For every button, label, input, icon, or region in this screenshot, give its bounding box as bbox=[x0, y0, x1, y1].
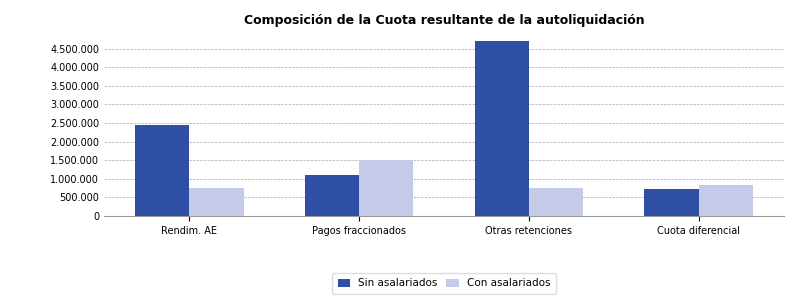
Bar bbox=[305, 175, 359, 216]
Title: Composición de la Cuota resultante de la autoliquidación: Composición de la Cuota resultante de la… bbox=[244, 14, 644, 27]
Bar bbox=[644, 189, 698, 216]
Bar bbox=[529, 188, 583, 216]
Bar bbox=[698, 185, 753, 216]
Legend: Sin asalariados, Con asalariados: Sin asalariados, Con asalariados bbox=[332, 273, 556, 294]
Bar bbox=[474, 41, 529, 216]
Bar bbox=[135, 125, 190, 216]
Bar bbox=[190, 188, 244, 216]
Bar bbox=[359, 160, 414, 216]
